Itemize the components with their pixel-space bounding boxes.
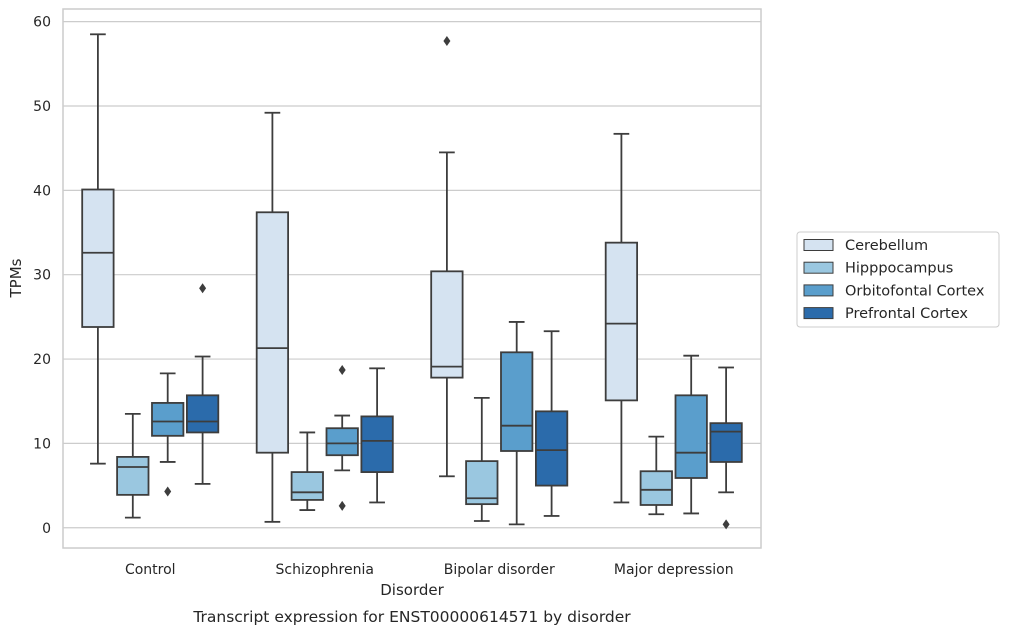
box-iqr <box>185 394 220 434</box>
box-3-1 <box>639 435 673 516</box>
box-0-3 <box>185 283 220 485</box>
box-3-3 <box>709 366 743 530</box>
box-2-1 <box>465 396 499 522</box>
box-0-0 <box>81 33 115 465</box>
x-tick-labels: Control Schizophrenia Bipolar disorder Majo… <box>125 562 734 578</box>
box-2-0 <box>430 36 464 478</box>
x-tick-label: Schizophrenia <box>276 562 374 578</box>
y-axis-title: TPMs <box>7 258 25 298</box>
y-tick-label: 60 <box>33 15 51 31</box>
legend-frame <box>796 231 1000 328</box>
legend-swatch <box>803 284 834 297</box>
box-iqr <box>360 415 394 473</box>
box-groups <box>81 33 743 530</box>
box-iqr <box>255 211 290 454</box>
box-1-2 <box>325 365 359 511</box>
box-2-3 <box>534 330 569 517</box>
box-iqr <box>500 351 534 452</box>
box-iqr <box>534 410 569 487</box>
box-iqr <box>604 241 639 402</box>
box-iqr <box>639 470 673 506</box>
box-iqr <box>116 456 150 496</box>
box-0-1 <box>116 412 150 519</box>
outlier-point <box>338 500 346 511</box>
box-iqr <box>674 394 708 479</box>
box-iqr <box>430 270 464 379</box>
x-axis-title: Disorder <box>380 581 444 599</box>
y-tick-label: 50 <box>33 99 51 115</box>
box-iqr <box>151 402 185 437</box>
x-tick-label: Bipolar disorder <box>444 562 555 578</box>
legend-swatch <box>803 239 834 251</box>
outlier-point <box>443 36 451 47</box>
y-tick-labels: 0 10 20 30 40 50 60 <box>33 15 51 537</box>
y-tick-label: 10 <box>33 436 51 452</box>
chart-caption: Transcript expression for ENST0000061457… <box>192 608 631 626</box>
box-iqr <box>709 422 743 463</box>
box-1-0 <box>255 111 290 523</box>
y-tick-label: 20 <box>33 352 51 368</box>
y-tick-label: 30 <box>33 268 51 284</box>
box-3-2 <box>674 354 708 515</box>
y-gridlines <box>63 21 761 529</box>
y-tick-label: 40 <box>33 183 51 199</box>
legend-swatch <box>803 307 834 320</box>
legend-swatch <box>803 261 834 274</box>
box-1-1 <box>290 431 324 511</box>
box-iqr <box>325 427 359 457</box>
legend-label: Cerebellum <box>845 238 928 254</box>
legend-label: Orbitofontal Cortex <box>845 283 985 299</box>
legend-label: Hipppocampus <box>845 261 953 277</box>
outlier-point <box>338 365 346 376</box>
box-iqr <box>290 471 324 501</box>
box-0-2 <box>151 372 185 497</box>
outlier-point <box>199 283 207 294</box>
box-iqr <box>81 188 115 328</box>
legend: Cerebellum Hipppocampus Orbitofontal Corte… <box>796 231 1000 328</box>
box-2-2 <box>500 321 534 526</box>
box-1-3 <box>360 367 394 504</box>
legend-label: Prefrontal Cortex <box>845 306 968 322</box>
x-tick-label: Major depression <box>614 562 734 578</box>
outlier-point <box>164 486 172 497</box>
y-tick-label: 0 <box>42 521 51 537</box>
plot-frame <box>62 8 762 549</box>
outlier-point <box>722 519 730 530</box>
box-iqr <box>465 460 499 506</box>
x-tick-label: Control <box>125 562 176 578</box>
box-3-0 <box>604 132 639 504</box>
